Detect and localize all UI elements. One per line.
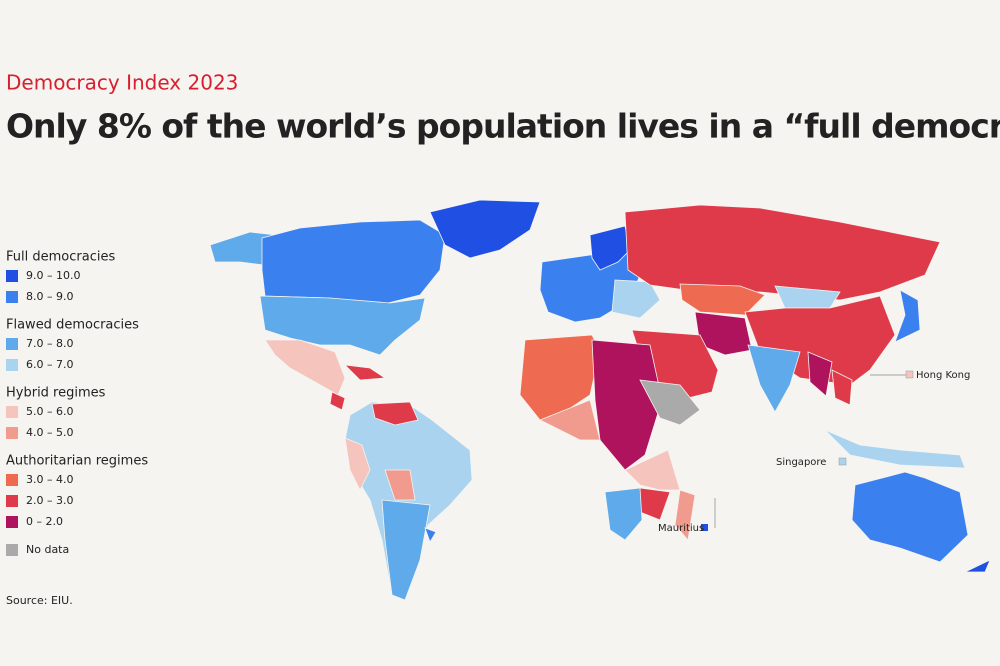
map-label: Singapore [776, 457, 826, 468]
country [424, 527, 437, 543]
country [519, 334, 601, 421]
country [539, 399, 601, 441]
map-label: Mauritius [658, 523, 704, 534]
legend-swatch [6, 291, 18, 303]
legend-swatch [6, 495, 18, 507]
country [851, 471, 969, 563]
legend-label: No data [26, 543, 69, 556]
legend-group-title: Hybrid regimes [6, 386, 106, 401]
legend-swatch [6, 406, 18, 418]
country [611, 279, 661, 319]
country [624, 204, 941, 301]
country [371, 401, 419, 426]
legend-swatch [6, 516, 18, 528]
country [747, 344, 801, 413]
kicker: Democracy Index 2023 [6, 71, 238, 95]
country [589, 225, 631, 271]
legend-label: 7.0 – 8.0 [26, 337, 73, 350]
legend-label: 9.0 – 10.0 [26, 269, 80, 282]
country [674, 489, 696, 541]
source: Source: EIU. [6, 594, 73, 607]
legend-swatch [6, 359, 18, 371]
country [261, 219, 446, 306]
legend-swatch [6, 338, 18, 350]
country [343, 364, 387, 381]
callout-box [701, 524, 708, 531]
country [381, 499, 431, 601]
country [639, 379, 701, 426]
legend-label: 0 – 2.0 [26, 515, 63, 528]
legend-label: 2.0 – 3.0 [26, 494, 73, 507]
country [624, 449, 681, 491]
country [591, 339, 663, 471]
legend-swatch [6, 544, 18, 556]
legend-group-title: Authoritarian regimes [6, 454, 148, 469]
callout-box [905, 370, 914, 379]
map-callouts: Hong Kong Singapore Mauritius [658, 370, 970, 534]
country [807, 351, 833, 397]
country [824, 429, 966, 469]
country [384, 469, 416, 501]
country [344, 437, 371, 491]
country [679, 283, 766, 316]
legend-label: 6.0 – 7.0 [26, 358, 73, 371]
legend-swatch [6, 270, 18, 282]
legend: Full democracies 9.0 – 10.0 8.0 – 9.0 Flawe… [6, 250, 148, 556]
map-label: Hong Kong [916, 370, 970, 381]
country [894, 289, 921, 343]
country [604, 487, 643, 541]
callout-box [838, 457, 847, 466]
legend-label: 5.0 – 6.0 [26, 405, 73, 418]
legend-swatch [6, 427, 18, 439]
legend-swatch [6, 474, 18, 486]
title: Only 8% of the world’s population lives … [6, 107, 1000, 146]
country [329, 391, 346, 411]
world-map [209, 199, 991, 601]
legend-label: 3.0 – 4.0 [26, 473, 73, 486]
legend-group-title: Full democracies [6, 250, 115, 265]
country [964, 559, 991, 573]
legend-label: 4.0 – 5.0 [26, 426, 73, 439]
country [429, 199, 541, 259]
legend-group-title: Flawed democracies [6, 318, 139, 333]
legend-label: 8.0 – 9.0 [26, 290, 73, 303]
country [831, 369, 853, 406]
